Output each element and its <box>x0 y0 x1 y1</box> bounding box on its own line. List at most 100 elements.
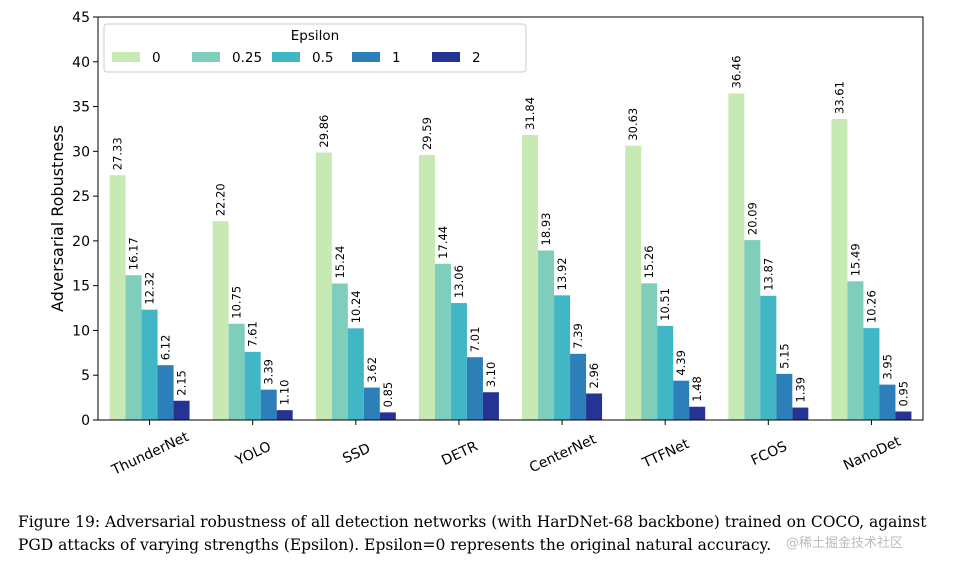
bar-value-label: 7.39 <box>571 323 585 349</box>
legend-label: 2 <box>472 50 481 66</box>
y-tick-label: 35 <box>72 100 90 116</box>
bar-nanodet-eps-0 <box>831 119 848 420</box>
bar-thundernet-eps-0.5 <box>141 309 158 420</box>
bar-value-label: 18.93 <box>539 213 553 246</box>
bar-value-label: 1.48 <box>690 376 704 402</box>
x-tick-label: YOLO <box>232 439 273 470</box>
bar-ssd-eps-0 <box>315 152 332 421</box>
bar-value-label: 5.15 <box>777 343 791 369</box>
figure-caption: Figure 19: Adversarial robustness of all… <box>18 513 927 554</box>
bar-value-label: 16.17 <box>127 237 141 270</box>
bar-value-label: 1.39 <box>793 377 807 403</box>
bar-value-label: 4.39 <box>674 350 688 376</box>
bar-value-label: 2.15 <box>175 370 189 396</box>
x-axis: ThunderNet YOLO SSD DETR CenterNet TTFNet FCOS… <box>109 420 904 479</box>
legend-label: 0.25 <box>232 50 262 66</box>
bar-detr-eps-0 <box>418 155 435 420</box>
bar-thundernet-eps-0 <box>109 175 126 420</box>
bar-value-label: 10.24 <box>349 290 363 323</box>
bar-centernet-eps-0 <box>522 134 539 421</box>
bar-value-label: 2.96 <box>587 363 601 389</box>
bar-value-label: 10.51 <box>658 288 672 321</box>
x-tick-label: TTFNet <box>639 436 692 472</box>
bar-yolo-eps-0.5 <box>244 351 261 420</box>
bar-value-label: 13.06 <box>452 265 466 298</box>
legend-label: 0 <box>152 50 161 66</box>
legend-label: 1 <box>392 50 401 66</box>
y-tick-label: 20 <box>72 234 90 250</box>
legend-title: Epsilon <box>291 28 339 44</box>
bar-centernet-eps-0.25 <box>538 250 555 420</box>
x-tick-label: NanoDet <box>841 433 904 474</box>
bar-ssd-eps-0.5 <box>347 328 364 420</box>
legend-swatch <box>432 52 460 62</box>
bar-yolo-eps-1 <box>260 389 277 420</box>
bar-value-label: 29.59 <box>420 117 434 150</box>
bar-thundernet-eps-2 <box>173 400 190 420</box>
y-tick-label: 30 <box>72 144 90 160</box>
bar-value-label: 17.44 <box>436 226 450 259</box>
bar-value-label: 13.92 <box>555 257 569 290</box>
x-tick-label: FCOS <box>749 439 790 469</box>
bar-fcos-eps-1 <box>776 373 793 420</box>
bar-value-label: 3.62 <box>365 357 379 383</box>
bar-value-label: 0.85 <box>381 382 395 408</box>
bar-value-label: 0.95 <box>896 381 910 407</box>
y-tick-label: 25 <box>72 189 90 205</box>
legend-swatch <box>352 52 380 62</box>
x-tick-label: DETR <box>439 438 480 469</box>
bar-value-label: 1.10 <box>278 380 292 406</box>
y-tick-label: 0 <box>81 413 90 429</box>
y-tick-label: 15 <box>72 279 90 295</box>
bar-value-label: 12.32 <box>143 272 157 305</box>
bar-centernet-eps-2 <box>586 393 603 420</box>
bar-yolo-eps-0.25 <box>228 323 245 420</box>
bar-nanodet-eps-2 <box>895 411 912 420</box>
bar-value-label: 7.01 <box>468 327 482 353</box>
bar-centernet-eps-1 <box>570 353 587 420</box>
bar-ttfnet-eps-0.25 <box>641 283 658 420</box>
bar-value-label: 15.26 <box>642 245 656 278</box>
legend-items: 0 0.25 0.5 1 2 <box>112 50 481 66</box>
bar-thundernet-eps-0.25 <box>125 275 142 420</box>
bar-nanodet-eps-0.5 <box>863 328 880 420</box>
bar-ttfnet-eps-0.5 <box>657 325 674 420</box>
bar-value-label: 22.20 <box>214 183 228 216</box>
y-tick-label: 40 <box>72 55 90 71</box>
bar-ttfnet-eps-2 <box>689 406 706 420</box>
bar-fcos-eps-0 <box>728 93 745 421</box>
bar-yolo-eps-2 <box>276 410 293 420</box>
legend-swatch <box>192 52 220 62</box>
bar-ssd-eps-1 <box>363 387 380 420</box>
bar-ttfnet-eps-1 <box>673 380 690 420</box>
x-tick-label: ThunderNet <box>109 429 192 479</box>
bar-ttfnet-eps-0 <box>625 145 642 420</box>
bar-detr-eps-0.5 <box>450 303 467 420</box>
bar-value-label: 10.26 <box>864 290 878 323</box>
bar-value-label: 31.84 <box>523 97 537 130</box>
bar-value-label: 7.61 <box>246 321 260 347</box>
bar-fcos-eps-0.25 <box>744 240 761 420</box>
bar-value-label: 3.39 <box>262 359 276 385</box>
bar-value-label: 36.46 <box>729 56 743 89</box>
watermark: @稀土掘金技术社区 <box>786 536 904 551</box>
bar-value-label: 13.87 <box>761 258 775 291</box>
plot-frame <box>97 16 924 421</box>
bar-yolo-eps-0 <box>212 221 229 420</box>
bar-detr-eps-0.25 <box>434 263 451 420</box>
bar-value-label: 27.33 <box>111 137 125 170</box>
bar-value-label: 33.61 <box>832 81 846 114</box>
bar-value-label: 10.75 <box>230 286 244 319</box>
bar-thundernet-eps-1 <box>157 365 174 420</box>
y-axis: 0 5 10 15 20 25 30 35 40 45 <box>72 10 98 429</box>
bar-ssd-eps-0.25 <box>331 283 348 420</box>
bar-fcos-eps-2 <box>792 407 809 420</box>
bar-value-label: 15.24 <box>333 246 347 279</box>
bar-fcos-eps-0.5 <box>760 295 777 420</box>
bars-layer <box>109 93 912 421</box>
y-tick-label: 10 <box>72 323 90 339</box>
bar-value-label: 6.12 <box>159 335 173 361</box>
legend-swatch <box>112 52 140 62</box>
